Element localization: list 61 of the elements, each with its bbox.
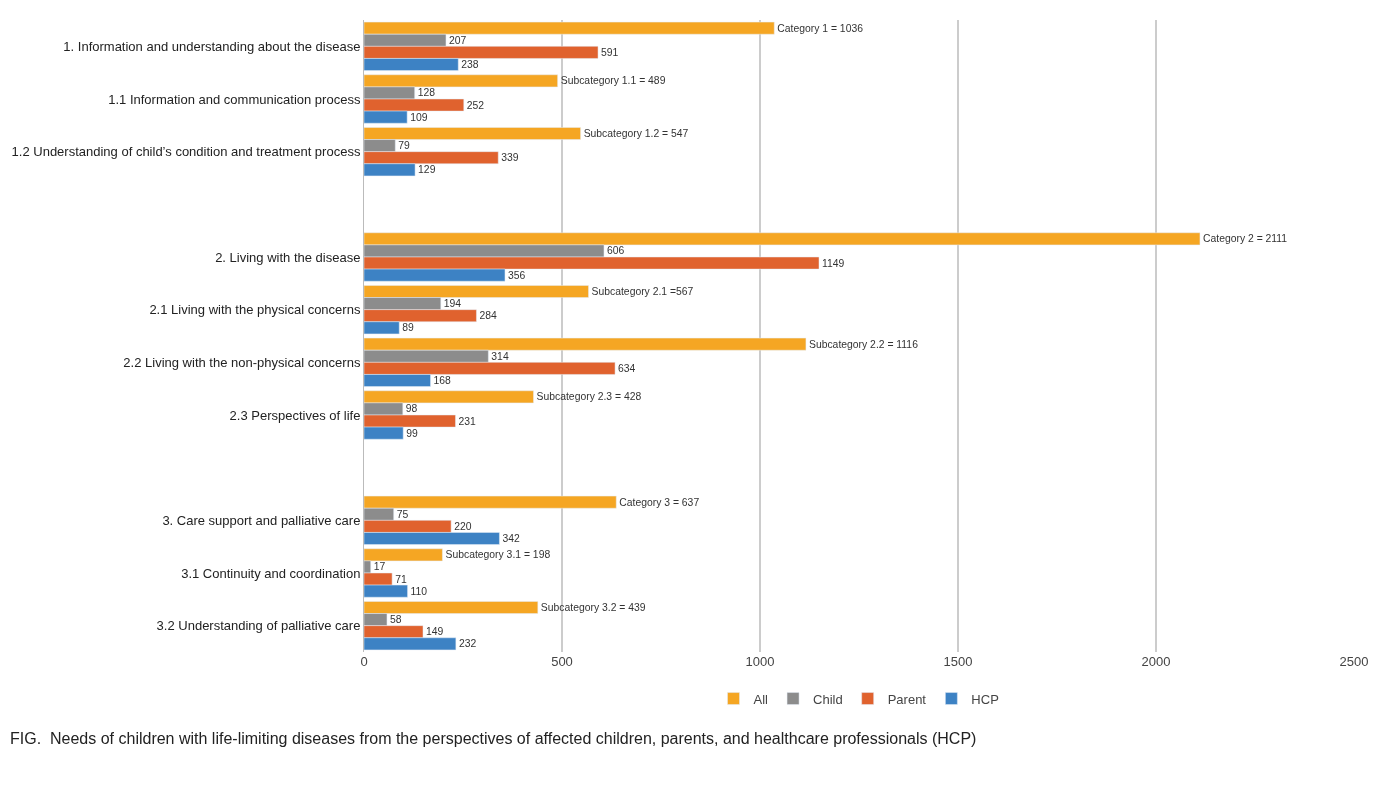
data-label: 194 — [443, 298, 462, 310]
data-label: Category 3 = 637 — [619, 496, 700, 508]
text: FIG. Needs of children with life-limiting diseases from the perspectives of affected children, parents, and healthcare professionals (HCP) — [10, 730, 977, 747]
data-label: Subcategory 1.1 = 489 — [560, 75, 666, 87]
data-label: 220 — [454, 520, 472, 532]
y-tick-label: 2.3 Perspectives of life — [229, 407, 361, 423]
data-label: 89 — [402, 322, 415, 334]
y-tick-label: 1.1 Information and communication process — [108, 91, 361, 107]
data-label: 75 — [396, 508, 409, 520]
data-label: 149 — [426, 626, 444, 638]
y-tick-label: 2.2 Living with the non-physical concerns — [123, 354, 361, 370]
data-label: Category 1 = 1036 — [777, 22, 864, 34]
data-label: 168 — [433, 374, 452, 386]
data-label: 634 — [618, 362, 636, 374]
data-label: 129 — [418, 164, 436, 176]
data-label: 98 — [405, 403, 418, 415]
data-label: 591 — [601, 46, 619, 58]
data-label: Subcategory 2.3 = 428 — [536, 391, 642, 403]
x-tick-label: 1500 — [943, 654, 973, 669]
data-label: Subcategory 1.2 = 547 — [583, 127, 689, 139]
data-label: 252 — [466, 99, 485, 111]
legend-label: Parent — [887, 691, 927, 707]
y-tick-label: 3. Care support and palliative care — [162, 512, 361, 528]
data-label: 109 — [410, 111, 428, 123]
data-label: 110 — [410, 585, 428, 597]
y-tick-label: 2. Living with the disease — [215, 249, 361, 265]
x-tick-label: 500 — [551, 654, 573, 669]
data-label: 17 — [373, 561, 386, 573]
data-label: 58 — [389, 614, 402, 626]
y-tick-label: 2.1 Living with the physical concerns — [149, 302, 361, 318]
data-label: 207 — [448, 34, 467, 46]
data-label: 128 — [417, 87, 436, 99]
y-tick-label: 3.2 Understanding of palliative care — [156, 618, 361, 634]
x-tick-label: 1000 — [745, 654, 775, 669]
data-label: 356 — [507, 269, 526, 281]
y-tick-label: 1. Information and understanding about the disease — [63, 38, 361, 54]
x-tick-label: 2500 — [1339, 654, 1369, 669]
data-label: 99 — [406, 427, 418, 439]
data-label: 79 — [398, 140, 411, 152]
data-label: 284 — [479, 310, 498, 322]
data-label: Category 2 = 2111 — [1203, 233, 1288, 245]
data-label: 342 — [502, 532, 520, 544]
legend-label: HCP — [971, 691, 999, 707]
data-label: 238 — [461, 58, 479, 70]
y-tick-label: 1.2 Understanding of child’s condition and treatment process — [11, 144, 361, 160]
data-label: 1149 — [822, 257, 845, 269]
data-label: 314 — [491, 350, 509, 362]
x-tick-label: 0 — [360, 654, 368, 669]
x-tick-label: 2000 — [1141, 654, 1171, 669]
data-label: 232 — [458, 638, 477, 650]
y-tick-label: 3.1 Continuity and coordination — [181, 565, 361, 581]
legend-label: Child — [813, 691, 843, 707]
data-label: 71 — [395, 573, 407, 585]
data-label: 606 — [606, 245, 625, 257]
data-label: Subcategory 3.1 = 198 — [445, 549, 551, 561]
data-label: 231 — [458, 415, 477, 427]
data-label: Subcategory 2.2 = 1116 — [808, 338, 919, 350]
data-label: 339 — [501, 152, 519, 164]
legend-label: All — [753, 691, 769, 707]
data-label: Subcategory 3.2 = 439 — [540, 601, 646, 613]
data-label: Subcategory 2.1 =567 — [591, 285, 694, 297]
